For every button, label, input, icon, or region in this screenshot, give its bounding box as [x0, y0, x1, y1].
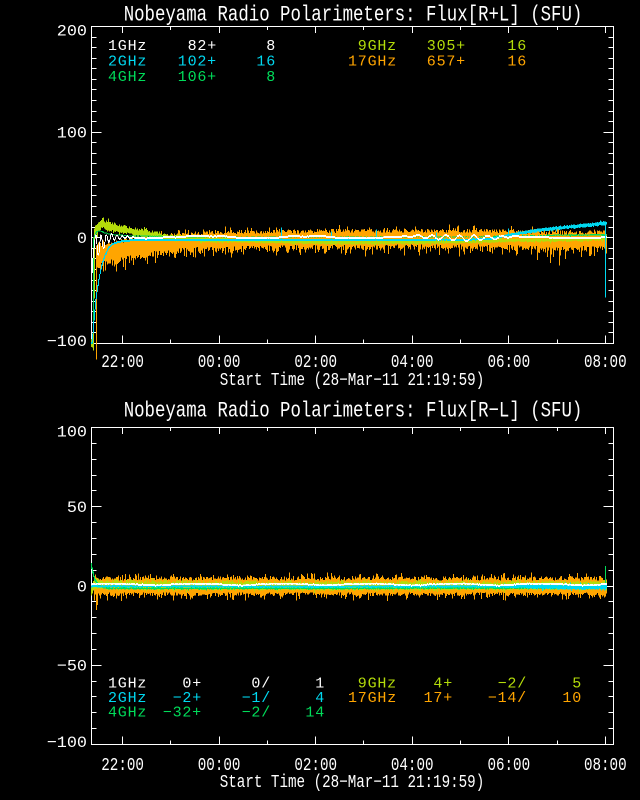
- svg-text:−2/: −2/: [498, 676, 527, 693]
- svg-text:657+: 657+: [427, 54, 466, 71]
- svg-text:102+: 102+: [178, 54, 217, 71]
- svg-text:8: 8: [266, 38, 276, 55]
- svg-text:1GHz: 1GHz: [108, 38, 147, 55]
- svg-text:1: 1: [315, 676, 325, 693]
- svg-text:02:00: 02:00: [294, 351, 337, 372]
- svg-text:2GHz: 2GHz: [108, 54, 147, 71]
- svg-text:00:00: 00:00: [198, 351, 241, 372]
- svg-text:10: 10: [562, 690, 582, 707]
- svg-text:82+: 82+: [188, 38, 217, 55]
- svg-text:06:00: 06:00: [487, 351, 530, 372]
- svg-text:−100: −100: [47, 332, 87, 351]
- svg-text:16: 16: [256, 54, 276, 71]
- svg-text:100: 100: [57, 124, 87, 143]
- svg-text:5: 5: [572, 676, 582, 693]
- svg-text:−14/: −14/: [488, 690, 527, 707]
- svg-text:0/: 0/: [251, 676, 271, 693]
- svg-text:17+: 17+: [424, 690, 453, 707]
- svg-text:22:00: 22:00: [101, 351, 144, 372]
- svg-text:08:00: 08:00: [584, 351, 627, 372]
- svg-text:−1/: −1/: [242, 690, 271, 707]
- svg-text:200: 200: [57, 22, 87, 41]
- svg-text:Start Time (28−Mar−11 21:19:59: Start Time (28−Mar−11 21:19:59): [220, 369, 485, 390]
- svg-text:106+: 106+: [178, 69, 217, 86]
- svg-text:02:00: 02:00: [294, 754, 337, 775]
- svg-text:04:00: 04:00: [391, 351, 434, 372]
- svg-text:305+: 305+: [427, 38, 466, 55]
- svg-text:Nobeyama Radio Polarimeters: F: Nobeyama Radio Polarimeters: Flux[R−L] (…: [124, 398, 583, 424]
- svg-text:0: 0: [77, 229, 87, 248]
- svg-text:−100: −100: [47, 733, 87, 752]
- svg-text:17GHz: 17GHz: [348, 690, 397, 707]
- svg-text:0+: 0+: [182, 676, 202, 693]
- svg-text:22:00: 22:00: [101, 754, 144, 775]
- svg-text:06:00: 06:00: [487, 754, 530, 775]
- svg-text:−50: −50: [57, 657, 87, 676]
- svg-text:9GHz: 9GHz: [358, 38, 397, 55]
- svg-text:4+: 4+: [433, 676, 453, 693]
- svg-text:Nobeyama Radio Polarimeters: F: Nobeyama Radio Polarimeters: Flux[R+L] (…: [124, 2, 583, 28]
- svg-text:−2/: −2/: [242, 705, 271, 722]
- svg-text:1GHz: 1GHz: [108, 676, 147, 693]
- svg-text:50: 50: [67, 498, 87, 517]
- svg-text:4GHz: 4GHz: [108, 69, 147, 86]
- svg-text:8: 8: [266, 69, 276, 86]
- svg-text:9GHz: 9GHz: [358, 676, 397, 693]
- svg-text:Start Time (28−Mar−11 21:19:59: Start Time (28−Mar−11 21:19:59): [220, 771, 485, 792]
- svg-text:−32+: −32+: [163, 705, 202, 722]
- svg-text:4GHz: 4GHz: [108, 705, 147, 722]
- svg-text:14: 14: [305, 705, 325, 722]
- svg-text:100: 100: [57, 423, 87, 442]
- svg-text:4: 4: [315, 690, 325, 707]
- svg-text:2GHz: 2GHz: [108, 690, 147, 707]
- svg-text:0: 0: [77, 578, 87, 597]
- svg-text:16: 16: [507, 54, 527, 71]
- svg-text:04:00: 04:00: [391, 754, 434, 775]
- svg-text:08:00: 08:00: [584, 754, 627, 775]
- svg-text:16: 16: [507, 38, 527, 55]
- svg-text:00:00: 00:00: [198, 754, 241, 775]
- svg-text:−2+: −2+: [173, 690, 202, 707]
- svg-text:17GHz: 17GHz: [348, 54, 397, 71]
